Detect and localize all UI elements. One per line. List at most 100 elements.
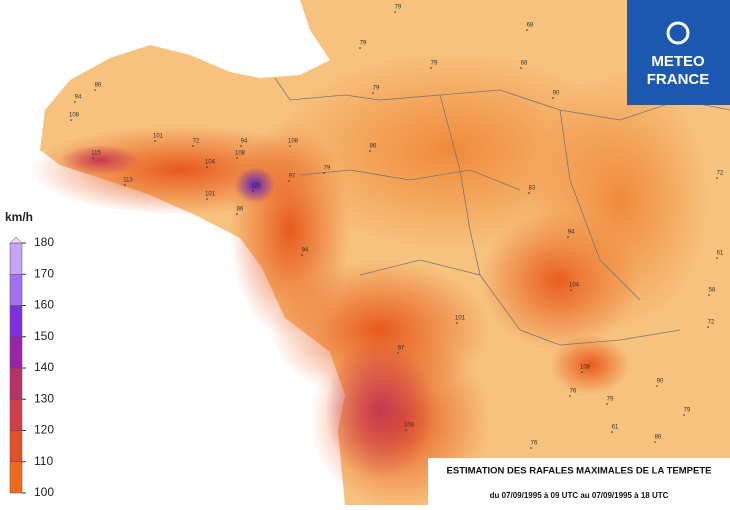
station-value: 86 <box>95 83 102 89</box>
station-value: 72 <box>708 320 715 326</box>
colorbar-label: 140 <box>34 360 54 374</box>
station-value: 58 <box>709 288 716 294</box>
station-value: 68 <box>527 23 534 29</box>
station-value: 126 <box>251 184 262 190</box>
station-dot <box>289 145 291 147</box>
station-dot <box>359 47 361 49</box>
station-value: 90 <box>657 379 664 385</box>
station-value: 76 <box>531 441 538 447</box>
station-dot <box>252 190 254 192</box>
station-value: 79 <box>607 397 614 403</box>
colorbar-segment <box>9 274 23 306</box>
station-value: 76 <box>570 389 577 395</box>
colorbar-label: 100 <box>34 485 54 499</box>
station-value: 83 <box>529 186 536 192</box>
station-dot <box>606 403 608 405</box>
colorbar-segment <box>9 461 23 494</box>
colorbar-segment <box>9 367 23 400</box>
station-value: 108 <box>580 365 591 371</box>
caption-period: du 07/09/1995 à 09 UTC au 07/09/1995 à 1… <box>490 491 669 500</box>
station-dot <box>236 157 238 159</box>
station-value: 72 <box>717 171 724 177</box>
station-dot <box>192 145 194 147</box>
station-dot <box>124 184 126 186</box>
station-value: 108 <box>69 113 80 119</box>
station-dot <box>236 213 238 215</box>
station-value: 72 <box>193 139 200 145</box>
station-value: 108 <box>404 423 415 429</box>
station-dot <box>430 67 432 69</box>
station-value: 94 <box>75 95 82 101</box>
station-dot <box>570 289 572 291</box>
station-value: 79 <box>684 408 691 414</box>
station-dot <box>323 172 325 174</box>
logo-text: METEO <box>651 53 705 70</box>
station-value: 90 <box>553 91 560 97</box>
station-value: 61 <box>612 425 619 431</box>
colorbar-cap <box>9 236 23 244</box>
station-dot <box>206 198 208 200</box>
colorbar-label: 160 <box>34 298 54 312</box>
station-dot <box>405 429 407 431</box>
station-value: 101 <box>205 192 216 198</box>
station-dot <box>567 236 569 238</box>
station-dot <box>707 326 709 328</box>
station-value: 79 <box>431 61 438 67</box>
station-dot <box>581 371 583 373</box>
station-dot <box>654 441 656 443</box>
logo-icon <box>666 21 690 45</box>
station-dot <box>520 67 522 69</box>
station-dot <box>369 150 371 152</box>
station-value: 97 <box>398 346 405 352</box>
colorbar-label: 150 <box>34 329 54 343</box>
station-dot <box>456 322 458 324</box>
caption-title: ESTIMATION DES RAFALES MAXIMALES DE LA T… <box>447 466 712 477</box>
station-value: 94 <box>302 248 309 254</box>
station-value: 86 <box>370 144 377 150</box>
station-dot <box>94 89 96 91</box>
station-dot <box>526 29 528 31</box>
station-dot <box>708 294 710 296</box>
station-dot <box>394 11 396 13</box>
station-dot <box>70 119 72 121</box>
station-value: 101 <box>455 316 466 322</box>
colorbar-segment <box>9 430 23 462</box>
station-value: 79 <box>360 41 367 47</box>
colorbar-label: 180 <box>34 235 54 249</box>
station-value: 113 <box>123 178 133 184</box>
station-value: 115 <box>91 151 101 157</box>
station-dot <box>154 140 156 142</box>
station-value: 108 <box>288 139 299 145</box>
station-dot <box>716 257 718 259</box>
station-value: 108 <box>235 151 246 157</box>
station-dot <box>372 92 374 94</box>
station-dot <box>611 431 613 433</box>
logo-text: FRANCE <box>647 71 710 88</box>
colorbar-label: 120 <box>34 423 54 437</box>
borders <box>274 77 730 346</box>
station-dot <box>206 166 208 168</box>
station-value: 104 <box>205 160 216 166</box>
station-dot <box>683 414 685 416</box>
colorbar-label: 170 <box>34 266 54 280</box>
station-dot <box>301 254 303 256</box>
legend-unit: km/h <box>5 210 33 224</box>
station-dot <box>528 192 530 194</box>
station-dot <box>569 395 571 397</box>
colorbar-label: 130 <box>34 391 54 405</box>
colorbar-segment <box>9 399 23 431</box>
station-value: 104 <box>569 283 580 289</box>
station-dot <box>716 177 718 179</box>
colorbar-segment <box>9 305 23 337</box>
logo-box <box>627 0 730 105</box>
station-dot <box>656 385 658 387</box>
station-value: 101 <box>153 134 164 140</box>
station-dot <box>530 447 532 449</box>
station-value: 94 <box>241 139 248 145</box>
station-value: 97 <box>289 174 296 180</box>
colorbar-segment <box>9 336 23 369</box>
station-value: 86 <box>237 207 244 213</box>
station-value: 86 <box>655 435 662 441</box>
station-value: 79 <box>395 5 402 11</box>
